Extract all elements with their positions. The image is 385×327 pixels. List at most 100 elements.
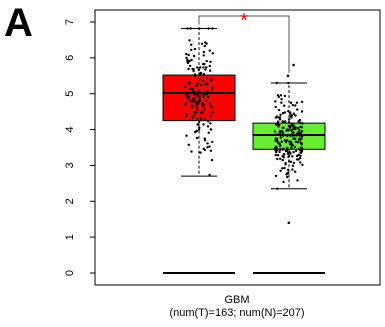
data-point: [207, 95, 210, 99]
data-point: [192, 54, 196, 58]
data-point: [194, 101, 198, 104]
data-point: [282, 180, 285, 184]
data-point: [291, 104, 294, 107]
data-point: [278, 118, 282, 121]
data-point: [210, 88, 214, 91]
data-point: [187, 143, 190, 146]
data-point: [206, 120, 210, 123]
data-point: [206, 146, 209, 149]
data-point: [276, 187, 279, 190]
data-point: [202, 123, 205, 126]
data-point: [196, 93, 199, 97]
y-tick-label: 5: [64, 91, 76, 97]
data-point: [209, 60, 212, 63]
data-point: [197, 128, 201, 131]
data-point: [209, 114, 212, 117]
data-point: [210, 106, 214, 109]
data-point: [297, 127, 300, 130]
data-point: [208, 64, 211, 68]
data-point: [281, 158, 284, 162]
data-point: [286, 152, 290, 155]
data-point: [206, 125, 210, 128]
data-point: [185, 134, 188, 137]
data-point: [286, 134, 289, 138]
bracket-line: [198, 15, 290, 73]
data-point: [282, 126, 285, 129]
data-point: [202, 79, 205, 83]
data-point: [198, 88, 201, 92]
data-point: [295, 101, 299, 104]
data-point: [186, 94, 189, 98]
data-point: [276, 94, 280, 97]
data-point: [211, 140, 214, 144]
data-point: [188, 59, 191, 63]
significance-bracket: *: [198, 10, 290, 73]
data-point: [208, 173, 211, 177]
data-point: [291, 164, 295, 167]
data-point: [186, 61, 190, 65]
data-point: [294, 114, 297, 117]
data-point: [284, 162, 287, 165]
data-point: [195, 110, 199, 113]
data-point: [202, 62, 205, 66]
data-point: [205, 59, 208, 63]
data-point: [299, 161, 302, 164]
data-point: [203, 148, 207, 152]
data-point: [276, 148, 279, 152]
data-point: [289, 125, 292, 128]
data-point: [283, 104, 286, 107]
data-point: [194, 96, 197, 100]
y-axis-ticks: 0 1 2 3 4 5 6 7: [64, 19, 95, 276]
data-point: [298, 138, 301, 142]
data-point: [288, 140, 291, 143]
data-point: [199, 151, 202, 154]
data-point: [285, 128, 289, 131]
data-point: [203, 118, 206, 121]
data-point: [282, 147, 285, 150]
data-point: [191, 104, 194, 108]
data-point: [199, 66, 202, 69]
data-point: [198, 78, 201, 81]
data-point: [193, 74, 197, 77]
data-point: [196, 66, 199, 69]
data-point: [274, 174, 278, 178]
data-point: [287, 121, 291, 124]
data-point: [203, 44, 206, 48]
data-point: [186, 97, 190, 101]
data-point: [290, 134, 293, 137]
data-point: [283, 111, 287, 114]
data-point: [209, 79, 212, 83]
data-point: [276, 122, 279, 125]
y-tick-label: 2: [64, 198, 76, 204]
data-point: [193, 47, 197, 51]
outlier-point: [292, 63, 295, 67]
data-point: [195, 129, 198, 133]
data-point: [202, 66, 205, 69]
data-point: [284, 120, 287, 123]
y-tick-label: 3: [64, 162, 76, 168]
data-point: [209, 149, 213, 152]
data-point: [197, 120, 201, 124]
data-point: [199, 72, 202, 76]
data-point: [210, 128, 213, 131]
data-point: [196, 123, 199, 126]
data-point: [207, 27, 210, 30]
data-point: [279, 94, 283, 97]
data-point: [296, 108, 299, 111]
data-point: [211, 86, 215, 89]
data-point: [190, 43, 193, 46]
data-point: [279, 113, 282, 117]
data-point: [300, 110, 304, 113]
data-point: [294, 170, 297, 173]
data-point: [203, 41, 207, 44]
data-point: [279, 157, 282, 160]
data-point: [210, 158, 214, 162]
data-point: [207, 131, 210, 134]
data-point: [274, 100, 277, 103]
data-point: [274, 145, 277, 148]
data-point: [280, 98, 283, 101]
data-point: [198, 126, 201, 129]
data-point: [189, 87, 192, 91]
data-point: [300, 150, 304, 153]
